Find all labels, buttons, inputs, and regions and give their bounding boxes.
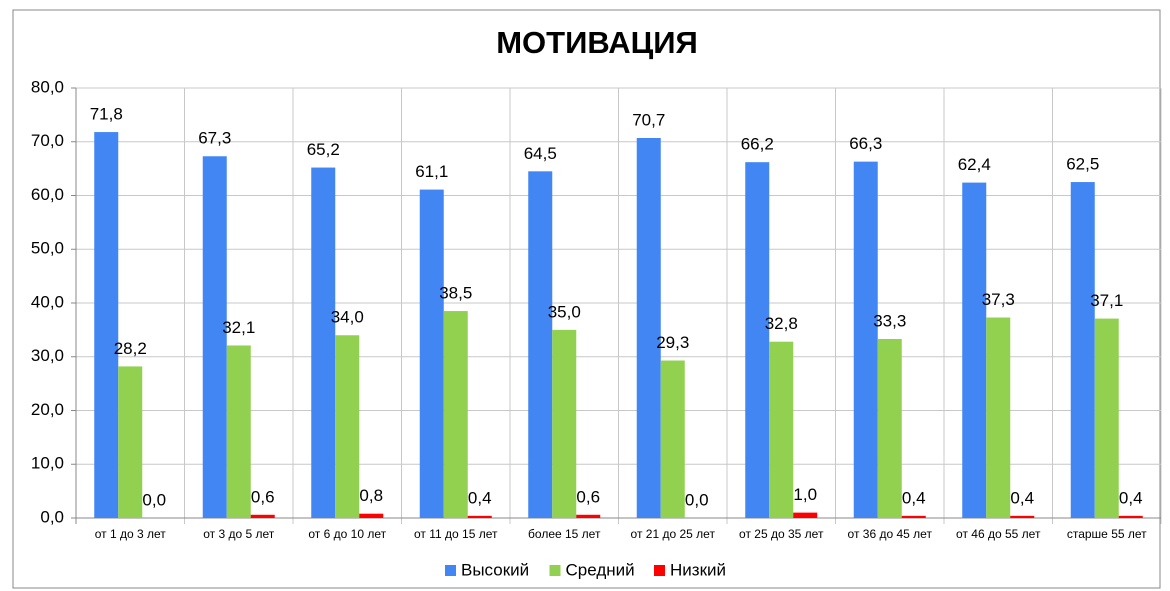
- x-tick-label: от 3 до 5 лет: [203, 527, 275, 541]
- data-label: 62,5: [1066, 155, 1099, 174]
- data-label: 62,4: [958, 155, 991, 174]
- data-label: 0,6: [251, 487, 275, 506]
- bar: [877, 339, 902, 518]
- chart-title: МОТИВАЦИЯ: [496, 25, 698, 60]
- bar: [1094, 318, 1119, 518]
- bar: [769, 341, 794, 518]
- bar: [986, 317, 1011, 518]
- data-label: 28,2: [114, 339, 147, 358]
- legend-swatch: [445, 565, 456, 576]
- bar: [1010, 515, 1035, 518]
- y-tick-label: 30,0: [31, 346, 64, 365]
- data-label: 0,4: [902, 488, 926, 507]
- x-tick-label: от 11 до 15 лет: [414, 527, 498, 541]
- data-label: 32,8: [765, 314, 798, 333]
- data-label: 34,0: [331, 308, 364, 327]
- y-tick-label: 0,0: [40, 507, 64, 526]
- x-tick-label: от 25 до 35 лет: [739, 527, 824, 541]
- data-label: 66,3: [849, 134, 882, 153]
- x-tick-label: старше 55 лет: [1067, 527, 1147, 541]
- x-tick-label: от 21 до 25 лет: [631, 527, 716, 541]
- data-label: 0,6: [576, 487, 600, 506]
- x-tick-label: от 36 до 45 лет: [848, 527, 933, 541]
- bar: [250, 514, 275, 518]
- bar: [335, 335, 360, 518]
- bar: [443, 311, 468, 518]
- x-tick-label: более 15 лет: [528, 527, 601, 541]
- data-label: 0,4: [1119, 488, 1143, 507]
- data-label: 37,3: [982, 290, 1015, 309]
- data-label: 0,8: [359, 486, 383, 505]
- legend-label: Высокий: [461, 560, 529, 579]
- bar: [528, 171, 553, 518]
- y-tick-label: 50,0: [31, 239, 64, 258]
- bar: [853, 161, 878, 518]
- data-label: 0,0: [685, 490, 709, 509]
- bar: [660, 360, 685, 518]
- bar: [793, 512, 818, 518]
- data-label: 61,1: [415, 162, 448, 181]
- data-label: 70,7: [632, 110, 665, 129]
- data-label: 37,1: [1090, 291, 1123, 310]
- data-label: 1,0: [793, 485, 817, 504]
- bar: [901, 515, 926, 518]
- data-label: 64,5: [524, 144, 557, 163]
- bar: [419, 189, 444, 518]
- data-label: 32,1: [222, 318, 255, 337]
- data-label: 0,4: [1010, 488, 1034, 507]
- legend-label: Низкий: [670, 560, 726, 579]
- legend-swatch: [654, 565, 665, 576]
- data-label: 0,0: [142, 490, 166, 509]
- y-tick-label: 70,0: [31, 131, 64, 150]
- x-tick-label: от 1 до 3 лет: [95, 527, 167, 541]
- x-tick-label: от 6 до 10 лет: [308, 527, 386, 541]
- bar: [636, 137, 661, 519]
- data-label: 29,3: [656, 333, 689, 352]
- bar: [359, 513, 384, 518]
- data-label: 66,2: [741, 135, 774, 154]
- bar: [226, 345, 251, 518]
- bar: [745, 162, 770, 519]
- data-label: 65,2: [307, 140, 340, 159]
- bar: [311, 167, 336, 519]
- bar: [576, 514, 601, 518]
- legend-swatch: [549, 565, 561, 576]
- y-tick-label: 80,0: [31, 77, 64, 96]
- y-tick-label: 40,0: [31, 292, 64, 311]
- bar: [552, 329, 577, 518]
- bar: [118, 366, 143, 518]
- y-tick-label: 60,0: [31, 185, 64, 204]
- bar: [94, 132, 119, 518]
- bar: [467, 515, 492, 518]
- data-label: 0,4: [468, 488, 492, 507]
- bar: [1118, 515, 1143, 518]
- data-label: 35,0: [548, 302, 581, 321]
- data-label: 33,3: [873, 311, 906, 330]
- legend-label: Средний: [566, 560, 635, 579]
- data-label: 71,8: [90, 105, 123, 124]
- bar: [1070, 182, 1095, 518]
- bar: [962, 182, 987, 518]
- data-label: 67,3: [198, 129, 231, 148]
- x-tick-label: от 46 до 55 лет: [956, 527, 1041, 541]
- y-tick-label: 10,0: [31, 454, 64, 473]
- data-label: 38,5: [439, 284, 472, 303]
- y-tick-label: 20,0: [31, 400, 64, 419]
- bar: [202, 156, 227, 518]
